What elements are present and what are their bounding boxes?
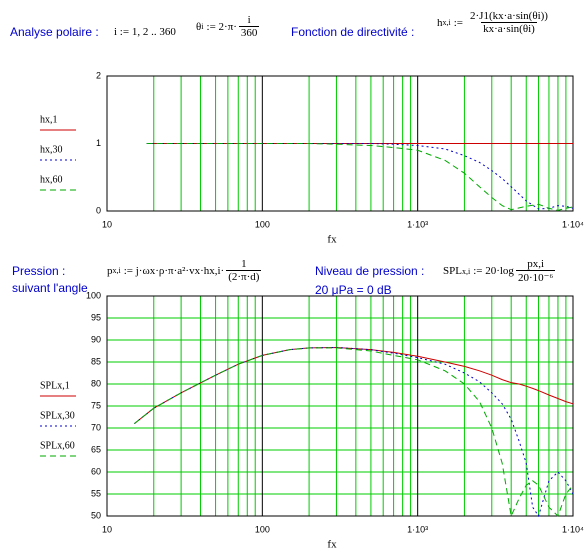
- y-tick-label: 75: [91, 400, 101, 410]
- section-label: Pression :: [12, 264, 66, 278]
- y-tick-label: 0: [96, 205, 101, 215]
- formula-text: 360: [238, 26, 260, 39]
- data-line: [146, 143, 574, 210]
- section-label: Fonction de directivité :: [291, 25, 415, 39]
- section-label: Niveau de pression :: [315, 264, 425, 278]
- formula-text: p: [107, 264, 113, 277]
- section-label: 20 μPa = 0 dB: [315, 283, 392, 297]
- formula-text: kx·a·sin(θi): [481, 22, 537, 35]
- formula-text: (2·π·d): [226, 270, 262, 283]
- x-tick-label: 100: [255, 219, 270, 229]
- fraction: i 360: [238, 14, 260, 39]
- x-tick-label: 1·10⁴: [562, 219, 584, 229]
- y-tick-label: 55: [91, 488, 101, 498]
- formula-text: 1: [241, 258, 247, 270]
- legend-label: SPLx,60: [40, 440, 75, 451]
- formula: i := 1, 2 .. 360: [114, 26, 176, 38]
- section-label: suivant l'angle: [12, 281, 88, 295]
- formula-text: x,i: [112, 266, 121, 275]
- plot-frame: [106, 295, 574, 517]
- formula-text: x,i: [442, 18, 451, 27]
- x-tick-label: 1·10³: [407, 219, 428, 229]
- x-tick-label: 10: [102, 524, 112, 534]
- fraction: 2·J1(kx·a·sin(θi)) kx·a·sin(θi): [468, 10, 550, 35]
- formula: p x,i := j·ωx·ρ·π·a²·vx·hx,i· 1 (2·π·d): [107, 258, 263, 283]
- data-line: [146, 143, 574, 211]
- legend-label: hx,1: [40, 114, 58, 125]
- fraction: px,i 20·10⁻⁶: [515, 258, 556, 284]
- y-tick-label: 95: [91, 312, 101, 322]
- formula-text: x,i: [461, 266, 471, 276]
- y-tick-label: 85: [91, 356, 101, 366]
- formula-text: := 20·log: [473, 265, 514, 277]
- formula-text: := 2·π·: [206, 20, 237, 33]
- formula-text: :=: [453, 16, 463, 29]
- x-tick-label: 1·10⁴: [562, 524, 584, 534]
- formula-text: h: [437, 16, 443, 29]
- formula-text: px,i: [527, 258, 544, 270]
- x-axis-label: fx: [327, 539, 337, 551]
- legend-label: hx,60: [40, 174, 63, 185]
- formula: h x,i := 2·J1(kx·a·sin(θi)) kx·a·sin(θi): [437, 10, 552, 35]
- formula-text: i: [201, 22, 204, 31]
- y-tick-label: 100: [86, 290, 101, 300]
- y-tick-label: 90: [91, 334, 101, 344]
- legend-label: hx,30: [40, 144, 63, 155]
- y-tick-label: 80: [91, 378, 101, 388]
- formula-text: 2·J1(kx·a·sin(θi)): [470, 10, 548, 22]
- formula-text: := j·ωx·ρ·π·a²·vx·hx,i·: [123, 264, 225, 277]
- data-line: [134, 346, 574, 518]
- y-tick-label: 50: [91, 510, 101, 520]
- formula-text: i: [247, 14, 251, 26]
- y-tick-label: 70: [91, 422, 101, 432]
- y-tick-label: 1: [96, 138, 101, 148]
- x-tick-label: 10: [102, 219, 112, 229]
- legend-label: SPLx,30: [40, 410, 75, 421]
- x-axis-label: fx: [327, 234, 337, 246]
- y-tick-label: 2: [96, 70, 101, 80]
- section-label: Analyse polaire :: [10, 25, 99, 39]
- formula-text: θ: [196, 20, 202, 33]
- fraction: 1 (2·π·d): [226, 258, 262, 283]
- formula-text: 20·10⁻⁶: [515, 270, 556, 284]
- x-tick-label: 1·10³: [407, 524, 428, 534]
- y-tick-label: 65: [91, 444, 101, 454]
- formula-text: SPL: [443, 265, 462, 277]
- y-tick-label: 60: [91, 466, 101, 476]
- x-tick-label: 100: [255, 524, 270, 534]
- formula: SPL x,i := 20·log px,i 20·10⁻⁶: [443, 258, 557, 284]
- data-line: [134, 347, 574, 518]
- legend-label: SPLx,1: [40, 380, 70, 391]
